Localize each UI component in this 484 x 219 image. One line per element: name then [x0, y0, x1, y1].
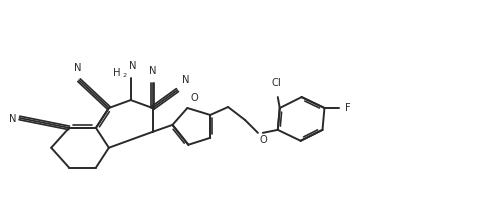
Text: N: N	[129, 61, 136, 71]
Text: N: N	[149, 66, 156, 76]
Text: O: O	[190, 93, 198, 103]
Text: O: O	[260, 135, 268, 145]
Text: F: F	[346, 103, 351, 113]
Text: N: N	[75, 63, 82, 73]
Text: H: H	[113, 68, 121, 78]
Text: 2: 2	[123, 73, 127, 78]
Text: N: N	[182, 75, 190, 85]
Text: N: N	[9, 114, 16, 124]
Text: Cl: Cl	[272, 78, 282, 88]
